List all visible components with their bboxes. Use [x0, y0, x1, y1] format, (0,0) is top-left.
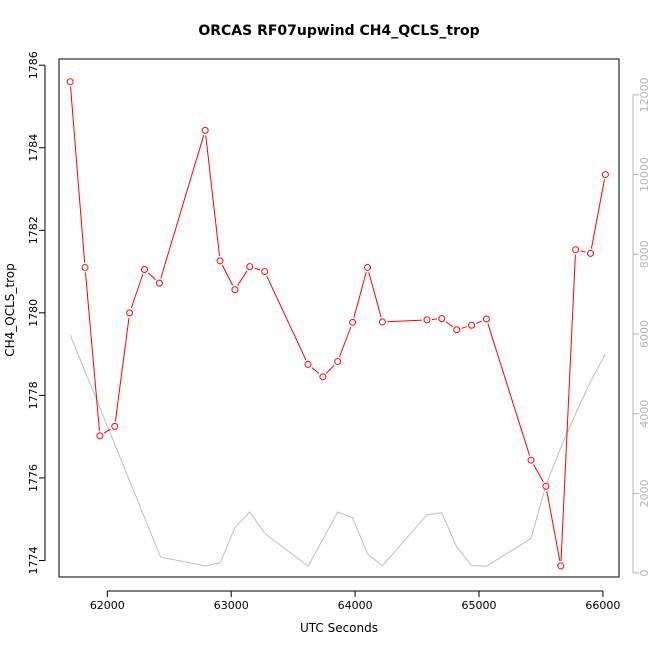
series-layer	[66, 78, 609, 570]
secondary-series-line	[69, 334, 606, 567]
data-point	[527, 456, 535, 464]
x-tick-label: 62000	[90, 599, 125, 612]
data-point	[140, 266, 148, 274]
x-axis-label: UTC Seconds	[300, 621, 378, 635]
axes: 62000 63000 64000 65000 66000 1774 1776 1778 178…	[27, 51, 650, 612]
plot-frame	[58, 58, 620, 578]
y2-tick-label: 4000	[638, 400, 650, 428]
data-point	[246, 263, 254, 271]
x-tick-label: 64000	[338, 599, 373, 612]
primary-series-segment	[353, 272, 367, 318]
data-point	[468, 321, 476, 329]
data-point	[363, 263, 371, 271]
data-point	[482, 315, 490, 323]
y2-tick-label: 2000	[638, 479, 650, 507]
data-point	[423, 316, 431, 324]
data-point	[572, 246, 580, 254]
data-point	[261, 268, 269, 276]
data-point	[542, 482, 550, 490]
primary-series-segment	[326, 364, 335, 374]
data-point	[231, 286, 239, 294]
primary-series-segment	[221, 265, 234, 286]
primary-series-segment	[475, 320, 483, 324]
y-tick-label: 1776	[27, 464, 40, 492]
primary-series-segment	[580, 250, 586, 253]
data-point	[111, 422, 119, 430]
primary-series-segment	[368, 272, 382, 318]
y2-tick-label: 0	[638, 570, 650, 577]
data-point	[126, 309, 134, 317]
data-point	[304, 360, 312, 368]
primary-series-segment	[70, 86, 86, 263]
y-tick-label: 1786	[27, 51, 40, 79]
primary-series-segment	[160, 135, 205, 279]
y2-tick-label: 8000	[638, 240, 650, 268]
primary-series-segment	[147, 272, 157, 281]
data-point	[438, 315, 446, 323]
data-point	[66, 78, 74, 86]
y-tick-label: 1778	[27, 381, 40, 409]
y-axis-label: CH4_QCLS_trop	[3, 263, 17, 357]
primary-series-segment	[560, 254, 576, 561]
primary-series-segment	[487, 323, 531, 456]
data-point	[557, 562, 565, 570]
primary-series-segment	[205, 135, 220, 256]
chart-title: ORCAS RF07upwind CH4_QCLS_trop	[198, 23, 479, 39]
x-tick-label: 65000	[462, 599, 497, 612]
y2-tick-label: 10000	[638, 157, 650, 192]
data-point	[319, 373, 327, 381]
primary-series-segment	[130, 274, 144, 309]
primary-series-segment	[311, 367, 320, 375]
y2-tick-label: 6000	[638, 320, 650, 348]
primary-series-segment	[461, 326, 467, 329]
primary-series-segment	[590, 179, 605, 249]
y2-tick-label: 12000	[638, 77, 650, 112]
primary-series-segment	[266, 275, 307, 361]
primary-series-segment	[103, 428, 111, 434]
primary-series-segment	[387, 319, 422, 323]
y-tick-label: 1774	[27, 546, 40, 574]
x-tick-label: 63000	[214, 599, 249, 612]
primary-series-segment	[445, 321, 453, 328]
primary-series-segment	[546, 491, 561, 562]
y-tick-label: 1784	[27, 134, 40, 162]
data-point	[334, 358, 342, 366]
data-point	[201, 126, 209, 134]
x-tick-label: 66000	[585, 599, 620, 612]
data-point	[349, 318, 357, 326]
data-point	[601, 171, 609, 179]
primary-series-segment	[339, 326, 352, 358]
primary-series-segment	[114, 317, 130, 422]
data-point	[155, 279, 163, 287]
data-point	[216, 257, 224, 265]
primary-series-segment	[254, 267, 261, 271]
data-point	[587, 249, 595, 257]
primary-series-segment	[237, 270, 248, 286]
data-point	[453, 326, 461, 334]
data-point	[378, 318, 386, 326]
data-point	[96, 432, 104, 440]
primary-series-segment	[84, 272, 100, 431]
data-point	[81, 263, 89, 271]
primary-series-segment	[533, 464, 544, 483]
y-tick-label: 1782	[27, 216, 40, 244]
y-tick-label: 1780	[27, 299, 40, 327]
